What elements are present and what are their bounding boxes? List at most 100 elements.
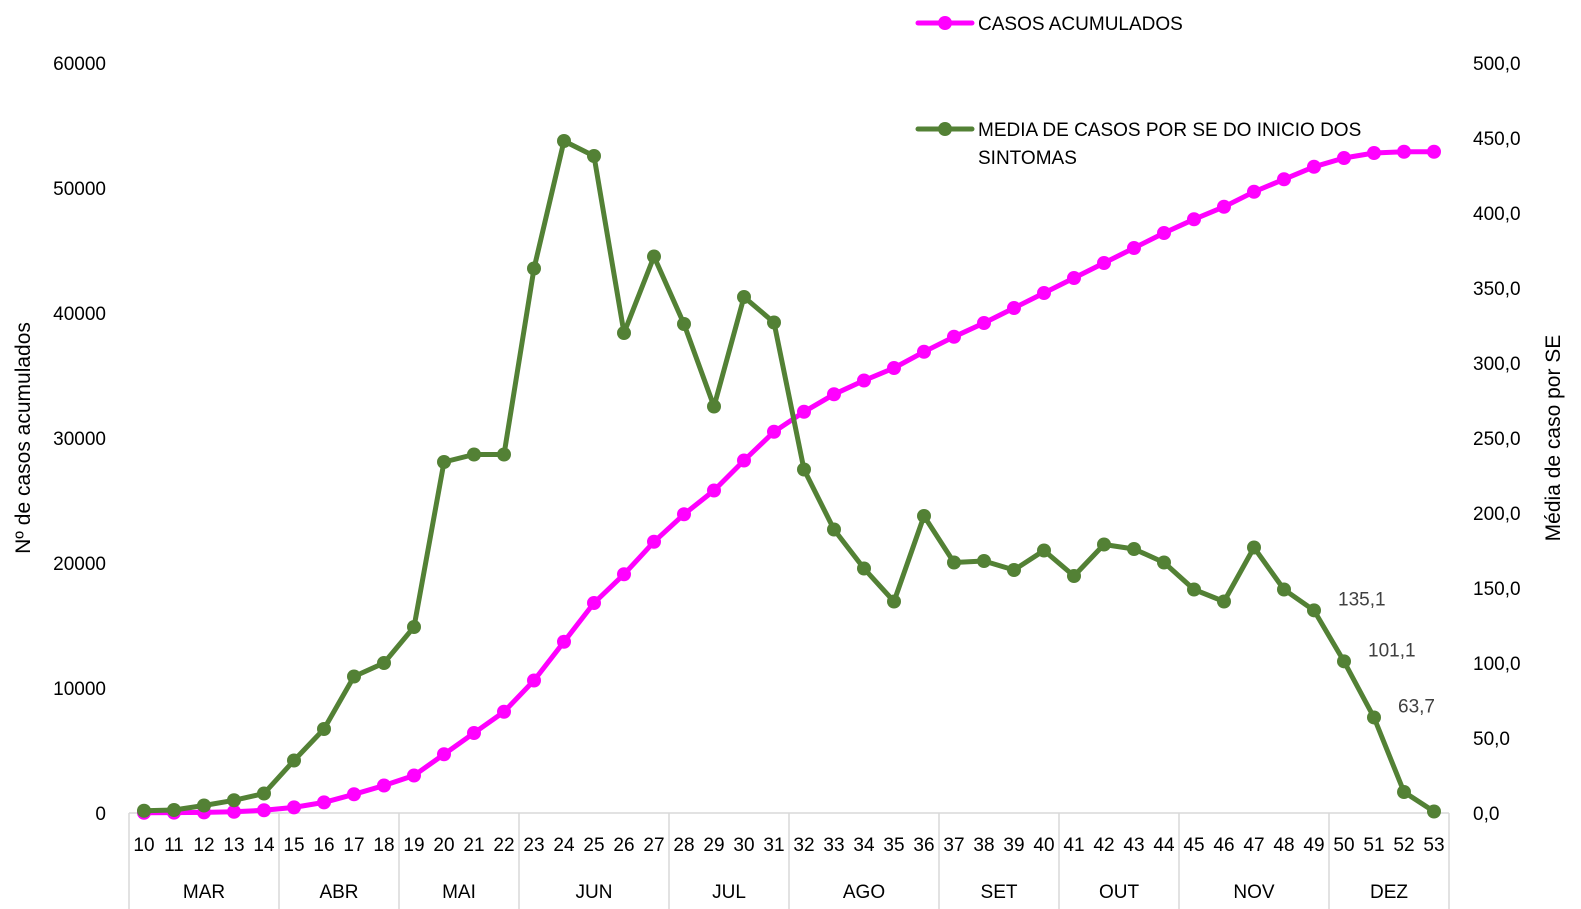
- point-casos-acumulados: [1067, 271, 1081, 285]
- x-tick-label-week: 39: [1003, 835, 1024, 856]
- point-media-casos: [1157, 555, 1171, 570]
- x-tick-label-week: 49: [1303, 835, 1324, 856]
- x-tick-label-week: 21: [463, 835, 484, 856]
- point-media-casos: [227, 793, 241, 808]
- left-y-tick-label: 50000: [53, 179, 106, 200]
- point-media-casos: [407, 620, 421, 634]
- x-month-label: JUN: [576, 882, 613, 903]
- point-media-casos: [737, 290, 751, 304]
- point-casos-acumulados: [1157, 226, 1171, 240]
- x-tick-label-week: 33: [823, 835, 844, 856]
- x-tick-label-week: 10: [133, 835, 154, 856]
- point-casos-acumulados: [467, 726, 481, 740]
- point-media-casos: [377, 656, 391, 670]
- legend-item-casos-acumulados: CASOS ACUMULADOS: [915, 14, 1183, 35]
- point-casos-acumulados: [857, 373, 871, 388]
- series-line-casos-acumulados: [141, 149, 1437, 816]
- point-casos-acumulados: [287, 800, 301, 815]
- x-tick-label-week: 26: [613, 835, 634, 856]
- point-casos-acumulados: [707, 483, 721, 498]
- right-y-axis: 0,0 50,0 100,0 150,0 200,0 250,0 300,0 350,0 400…: [1473, 54, 1521, 825]
- data-label: 63,7: [1398, 696, 1435, 717]
- x-month-label: NOV: [1233, 882, 1275, 903]
- left-y-tick-label: 40000: [53, 304, 106, 325]
- point-casos-acumulados: [347, 787, 361, 802]
- point-media-casos: [1397, 785, 1411, 799]
- point-media-casos: [317, 722, 331, 736]
- point-media-casos: [1337, 654, 1351, 669]
- point-casos-acumulados: [887, 361, 901, 375]
- x-month-label: SET: [981, 882, 1018, 903]
- point-media-casos: [437, 455, 451, 469]
- point-media-casos: [887, 594, 901, 609]
- x-axis: 10 11 12 13 14 15 16 17 18 19 20 21 22 23 24 25 26 27 28 29…: [128, 812, 1450, 909]
- point-casos-acumulados: [1427, 144, 1441, 159]
- x-tick-label-week: 30: [733, 835, 754, 856]
- point-casos-acumulados: [317, 795, 331, 810]
- x-tick-label-week: 38: [973, 835, 994, 856]
- point-media-casos: [857, 561, 871, 576]
- legend-label-line: SINTOMAS: [978, 148, 1077, 169]
- point-casos-acumulados: [797, 404, 811, 419]
- x-tick-label-week: 24: [553, 835, 575, 856]
- right-y-tick-label: 50,0: [1473, 729, 1510, 750]
- legend: CASOS ACUMULADOS MEDIA DE CASOS POR SE D…: [915, 14, 1361, 169]
- x-month-label: AGO: [843, 882, 885, 903]
- x-tick-label-week: 27: [643, 835, 664, 856]
- point-casos-acumulados: [227, 804, 241, 819]
- x-tick-label-week: 22: [493, 835, 514, 856]
- right-y-tick-label: 400,0: [1473, 204, 1521, 225]
- right-y-tick-label: 350,0: [1473, 279, 1521, 300]
- point-casos-acumulados: [1307, 159, 1321, 174]
- x-month-label: DEZ: [1370, 882, 1408, 903]
- x-tick-label-week: 41: [1063, 835, 1084, 856]
- x-tick-label-week: 40: [1033, 835, 1054, 856]
- x-tick-label-week: 12: [193, 835, 214, 856]
- left-y-tick-label: 60000: [53, 54, 106, 75]
- point-media-casos: [647, 249, 661, 264]
- x-tick-label-week: 51: [1363, 835, 1384, 856]
- point-casos-acumulados: [737, 453, 751, 468]
- point-media-casos: [917, 509, 931, 523]
- left-y-tick-label: 20000: [53, 554, 106, 575]
- point-casos-acumulados: [1337, 151, 1351, 165]
- point-media-casos: [827, 522, 841, 537]
- series-layer: [137, 134, 1441, 820]
- point-media-casos: [767, 315, 781, 330]
- x-tick-label-week: 25: [583, 835, 604, 856]
- x-tick-label-week: 44: [1153, 835, 1175, 856]
- x-tick-label-week: 17: [343, 835, 364, 856]
- point-casos-acumulados: [557, 634, 571, 649]
- point-media-casos: [1067, 569, 1081, 583]
- point-media-casos: [467, 447, 481, 462]
- point-media-casos: [1427, 804, 1441, 819]
- point-casos-acumulados: [947, 329, 961, 344]
- legend-label-media-casos: MEDIA DE CASOS POR SE DO INICIO DOS SINTO…: [978, 120, 1361, 169]
- right-y-axis-title: Média de caso por SE: [1542, 335, 1565, 542]
- right-y-tick-label: 0,0: [1473, 804, 1499, 825]
- point-casos-acumulados: [1187, 212, 1201, 227]
- point-media-casos: [1127, 542, 1141, 556]
- legend-marker-media-casos: [938, 122, 952, 136]
- x-tick-label-week: 43: [1123, 835, 1144, 856]
- point-media-casos: [1007, 563, 1021, 577]
- x-tick-label-week: 23: [523, 835, 544, 856]
- point-media-casos: [167, 803, 181, 817]
- x-tick-label-week: 37: [943, 835, 964, 856]
- point-casos-acumulados: [917, 344, 931, 359]
- point-casos-acumulados: [1277, 172, 1291, 187]
- legend-marker-casos-acumulados: [938, 16, 952, 30]
- point-media-casos: [947, 555, 961, 570]
- point-casos-acumulados: [677, 507, 691, 522]
- x-tick-label-week: 52: [1393, 835, 1414, 856]
- legend-label-casos-acumulados: CASOS ACUMULADOS: [978, 14, 1183, 35]
- right-y-tick-label: 300,0: [1473, 354, 1521, 375]
- x-tick-label-week: 31: [763, 835, 784, 856]
- x-tick-label-week: 42: [1093, 835, 1114, 856]
- point-media-casos: [977, 554, 991, 568]
- point-media-casos: [1247, 540, 1261, 555]
- point-casos-acumulados: [1007, 301, 1021, 315]
- point-casos-acumulados: [977, 316, 991, 330]
- point-media-casos: [1217, 594, 1231, 609]
- point-media-casos: [1307, 603, 1321, 618]
